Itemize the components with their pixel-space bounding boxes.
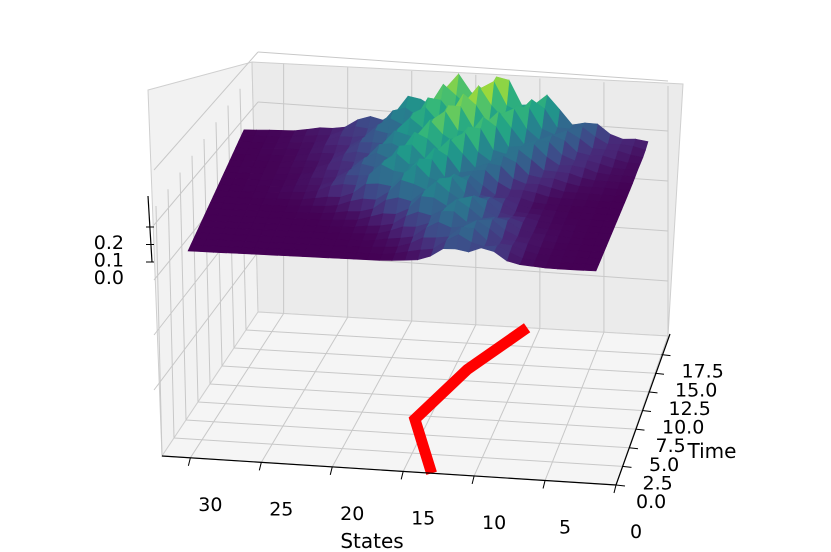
wall-grid-y-4	[203, 138, 211, 385]
surface-cell-31-10	[215, 184, 232, 192]
left-wall-hgrid-3	[153, 101, 259, 226]
x-tick-label-5: 5	[559, 516, 571, 538]
y-tick-mark-5	[648, 391, 658, 394]
surface-cell-31-3	[195, 226, 213, 234]
z-tick-labels: 0.20.10.0	[94, 226, 154, 289]
x-axis-line	[161, 455, 617, 486]
floor-grid-y-5	[221, 365, 649, 393]
surface-cell-31-6	[204, 208, 221, 216]
surface-cell-31-8	[209, 196, 227, 204]
floor-grid-y-1	[173, 437, 623, 467]
surface-cell-31-18	[237, 135, 255, 143]
surface-cell-31-1	[190, 238, 207, 246]
y-tick-mark-1	[622, 465, 632, 468]
y-axis-label: Time	[687, 439, 737, 463]
surface-cell-31-14	[226, 159, 244, 168]
y-tick-mark-6	[654, 372, 665, 375]
x-axis-label: States	[340, 529, 403, 552]
y-tick-label-0: 0.0	[636, 491, 666, 513]
y-axis-line	[615, 333, 671, 486]
surface-cell-31-9	[212, 190, 230, 198]
y-tick-mark-0	[615, 484, 626, 487]
x-tick-label-0: 30	[198, 494, 222, 516]
y-tick-label-4: 10.0	[662, 417, 704, 439]
x-tick-mark-3	[400, 471, 404, 480]
z-tick-label-2: 0.0	[94, 267, 124, 289]
x-tick-mark-0	[187, 457, 191, 466]
x-tick-label-2: 20	[340, 503, 364, 525]
floor-grid-y-4	[209, 383, 643, 411]
surface-cell-31-15	[229, 153, 246, 162]
y-tick-label-5: 12.5	[669, 398, 711, 420]
floor-grid-y-7	[245, 329, 662, 356]
x-tick-mark-1	[258, 462, 262, 471]
y-tick-mark-4	[641, 410, 652, 412]
floor-grid-y-2	[185, 419, 630, 449]
y-tick-mark-3	[635, 428, 645, 431]
z-axis-line	[147, 195, 153, 263]
y-tick-label-3: 7.5	[656, 435, 686, 457]
y-tick-label-7: 17.5	[682, 361, 724, 383]
left-wall-hgrid-0	[153, 251, 259, 391]
x-tick-mark-6	[613, 484, 617, 494]
x-tick-label-3: 15	[411, 507, 435, 529]
z-tick-label-1: 0.1	[94, 250, 124, 272]
x-tick-mark-5	[542, 480, 546, 489]
trajectory-line	[408, 323, 531, 475]
x-tick-labels: 30 25 20 15 10 5 0	[187, 457, 642, 543]
wall-grid-y-3	[191, 155, 199, 403]
trajectory-polyline	[408, 323, 531, 475]
surface-cell-31-19	[240, 129, 258, 137]
y-tick-label-2: 5.0	[649, 454, 679, 476]
surface-cell-31-5	[201, 214, 218, 222]
x-tick-label-1: 25	[269, 498, 293, 520]
surface-cell-31-2	[193, 232, 210, 240]
surface-cell-31-16	[232, 147, 249, 155]
back-wall-hgrid-4	[257, 51, 669, 82]
surface-cell-31-13	[223, 165, 241, 174]
surface-plot	[187, 72, 649, 272]
y-tick-mark-2	[628, 447, 639, 450]
surface-cell-31-4	[198, 220, 216, 228]
surface-cell-31-12	[221, 171, 238, 180]
x-tick-label-4: 10	[482, 512, 506, 534]
y-tick-labels: 0.02.55.07.510.012.515.017.5	[615, 354, 724, 513]
x-tick-label-6: 0	[630, 521, 642, 543]
y-tick-label-6: 15.0	[675, 379, 717, 401]
surface-cell-31-7	[207, 202, 224, 210]
floor-grid-y-6	[233, 347, 656, 374]
y-tick-mark-7	[661, 354, 671, 357]
surface-cell-31-17	[235, 141, 252, 149]
wall-grid-y-0	[155, 205, 163, 457]
y-tick-label-1: 2.5	[643, 472, 673, 494]
surface-cell-31-0	[187, 244, 204, 252]
z-tick-label-0: 0.2	[94, 232, 124, 254]
left-wall-hgrid-4	[153, 51, 259, 171]
x-tick-mark-4	[471, 475, 475, 485]
x-tick-mark-2	[329, 466, 333, 475]
surface-cell-31-11	[218, 178, 235, 186]
wall-grid-y-2	[179, 172, 187, 421]
